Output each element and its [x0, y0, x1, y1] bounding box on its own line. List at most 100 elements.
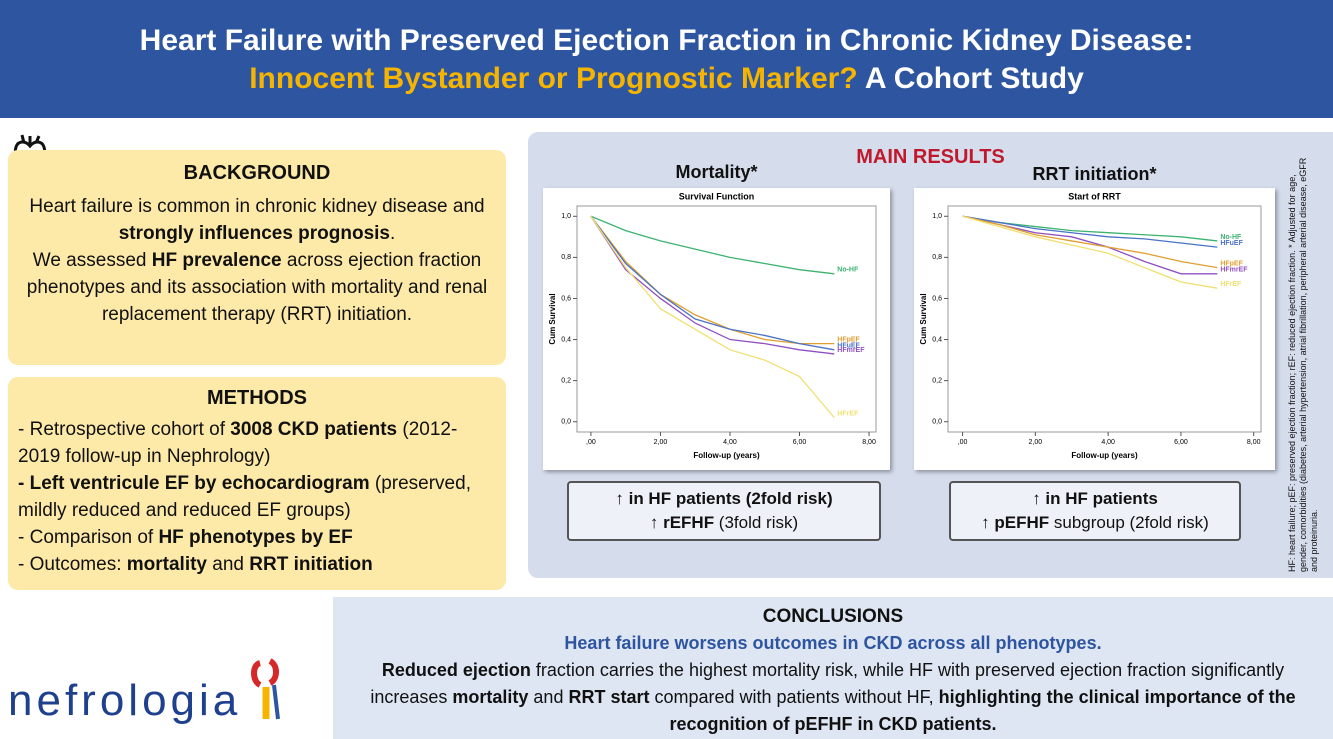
methods-box: METHODS - Retrospective cohort of 3008 C…	[8, 377, 506, 590]
series-label: No-HF	[1220, 234, 1242, 241]
finding-line: ↑ rEFHF (3fold risk)	[569, 511, 879, 535]
text: and	[207, 554, 250, 575]
chart-heading: RRT initiation*	[1032, 164, 1157, 184]
section-title: BACKGROUND	[183, 162, 331, 184]
logo: nefrologia	[8, 658, 280, 725]
text-bold: highlighting the clinical importance of …	[669, 687, 1296, 734]
method-item: - Outcomes: mortality and RRT initiation	[18, 551, 496, 578]
header: Heart Failure with Preserved Ejection Fr…	[0, 0, 1333, 118]
y-tick-label: 0,4	[932, 336, 942, 343]
y-axis-label: Cum Survival	[548, 293, 557, 344]
chart-heading: Mortality*	[675, 162, 758, 182]
y-tick-label: 0,0	[561, 419, 571, 426]
results-panel: MAIN RESULTS Mortality* RRT initiation* …	[528, 132, 1333, 578]
chart: Survival Function 0,0 0,2 0,4 0,6 0,8 1,0 ,00 2,…	[543, 188, 890, 470]
x-tick-label: 2,00	[1029, 439, 1043, 446]
survival-line	[962, 215, 1218, 248]
text: Heart failure is common in chronic kidne…	[29, 196, 485, 217]
logo-text: nefrologia	[8, 676, 241, 725]
series-label: HFrEF	[837, 410, 859, 417]
x-axis-label: Follow-up (years)	[693, 451, 760, 460]
method-item: - Left ventricule EF by echocardiogram (…	[18, 470, 496, 524]
text: and	[528, 687, 569, 707]
background-box: BACKGROUND Heart failure is common in ch…	[8, 150, 506, 365]
series-label: HFpEF	[837, 336, 860, 343]
series-label: HFuEF	[837, 343, 860, 350]
x-tick-label: 2,00	[654, 439, 668, 446]
text-bold: ↑ in HF patients	[1032, 489, 1158, 508]
y-tick-label: 0,6	[932, 295, 942, 302]
text: (3fold risk)	[714, 513, 799, 532]
series-label: HFmrEF	[1220, 267, 1248, 274]
text-bold: strongly influences prognosis	[118, 223, 391, 244]
series-label: HFmrEF	[837, 347, 865, 354]
survival-line	[590, 215, 835, 351]
y-axis-label: Cum Survival	[919, 293, 928, 344]
series-label: HFpEF	[1220, 260, 1243, 267]
text-bold: RRT start	[568, 687, 650, 707]
text: ↑	[981, 513, 995, 532]
method-item: - Retrospective cohort of 3008 CKD patie…	[18, 416, 496, 470]
finding-line: ↑ pEFHF subgroup (2fold risk)	[951, 511, 1239, 535]
series-label: HFrEF	[1220, 281, 1242, 288]
x-axis-label: Follow-up (years)	[1071, 451, 1138, 460]
survival-line	[962, 215, 1218, 289]
finding-box: ↑ in HF patients (2fold risk) ↑ rEFHF (3…	[567, 481, 881, 541]
text-bold: 3008 CKD patients	[230, 419, 398, 440]
text-bold: Reduced ejection	[381, 660, 531, 680]
x-tick-label: 6,00	[1174, 439, 1188, 446]
text: ↑	[649, 513, 664, 532]
x-tick-label: 8,00	[862, 439, 876, 446]
y-tick-label: 0,8	[932, 254, 942, 261]
x-tick-label: ,00	[586, 439, 596, 446]
series-label: HFuEF	[1220, 240, 1243, 247]
conclusions-box: CONCLUSIONS Heart failure worsens outcom…	[333, 597, 1333, 739]
title-line: Heart Failure with Preserved Ejection Fr…	[139, 24, 1194, 57]
text-bold: RRT initiation	[249, 554, 373, 575]
x-tick-label: ,00	[958, 439, 968, 446]
section-title: MAIN RESULTS	[856, 146, 1005, 168]
conclusion-text: Reduced ejection fraction carries the hi…	[341, 657, 1325, 738]
footnote: HF: heart failure; pEF: preserved ejecti…	[1287, 157, 1319, 572]
survival-line	[590, 215, 835, 275]
title-rest: A Cohort Study	[864, 62, 1084, 95]
y-tick-label: 0,8	[561, 254, 571, 261]
text: (2012-2019 follow-up in Nephrology)	[18, 419, 458, 467]
y-tick-label: 0,6	[561, 295, 571, 302]
text-bold: HF prevalence	[151, 250, 282, 271]
x-tick-label: 8,00	[1247, 439, 1261, 446]
finding-line: ↑ in HF patients (2fold risk)	[569, 487, 879, 511]
y-tick-label: 1,0	[932, 213, 942, 220]
text: subgroup (2fold risk)	[1049, 513, 1209, 532]
text: - Retrospective cohort of	[18, 419, 231, 440]
text-bold: ↑ in HF patients (2fold risk)	[615, 489, 833, 508]
text: - Outcomes:	[18, 554, 127, 575]
text: (preserved, mildly reduced and reduced E…	[18, 473, 471, 521]
series-label: No-HF	[837, 267, 859, 274]
finding-line: ↑ in HF patients	[951, 487, 1239, 511]
conclusion-subtitle: Heart failure worsens outcomes in CKD ac…	[564, 633, 1102, 653]
survival-line	[590, 215, 835, 419]
y-tick-label: 0,2	[932, 377, 942, 384]
text: .	[390, 223, 396, 244]
title-line: Innocent Bystander or Prognostic Marker?…	[0, 60, 1333, 98]
text-bold: rEFHF	[663, 513, 715, 532]
x-tick-label: 6,00	[793, 439, 807, 446]
title-highlight: Innocent Bystander or Prognostic Marker?	[249, 62, 858, 95]
text-bold: - Left ventricule EF by echocardiogram	[18, 473, 370, 494]
plot-frame	[576, 205, 877, 433]
x-tick-label: 4,00	[1101, 439, 1115, 446]
text-bold: mortality	[126, 554, 207, 575]
chart-title: Survival Function	[679, 191, 755, 201]
survival-line	[590, 215, 835, 345]
text: fraction carries the highest mortality r…	[370, 660, 1285, 707]
y-tick-label: 0,0	[932, 419, 942, 426]
text: compared with patients without HF,	[649, 687, 939, 707]
y-tick-label: 0,4	[561, 336, 571, 343]
text: We assessed	[32, 250, 152, 271]
chart: Start of RRT 0,0 0,2 0,4 0,6 0,8 1,0 ,00 2,00 4,0…	[914, 188, 1275, 470]
y-tick-label: 1,0	[561, 213, 571, 220]
plot-frame	[947, 205, 1262, 433]
x-tick-label: 4,00	[723, 439, 737, 446]
